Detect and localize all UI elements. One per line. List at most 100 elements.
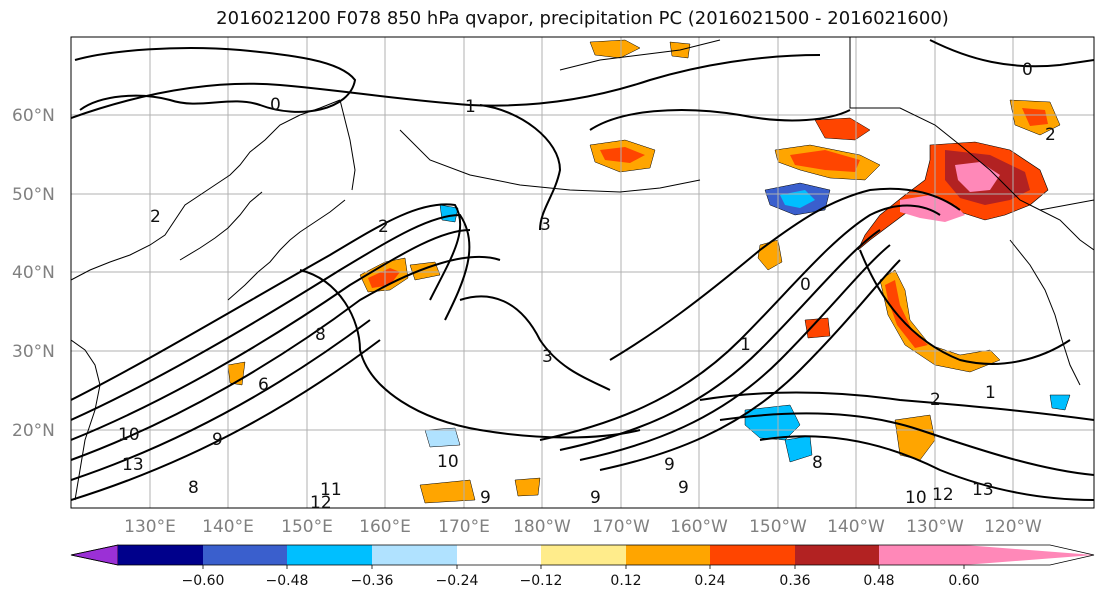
colorbar-tick-label: −0.48: [266, 573, 309, 589]
colorbar-tick-label: −0.12: [520, 573, 563, 589]
contour-line: [71, 229, 471, 441]
contour-label: 2: [1045, 125, 1056, 145]
colorbar-ticks: [202, 565, 965, 569]
longitude-labels: 130°E 140°E 150°E 160°E 170°E 180°W 170°…: [124, 517, 1042, 537]
japan-coastline: [227, 199, 346, 301]
contour-label: 2: [930, 390, 941, 410]
aleutian-islands: [399, 129, 701, 193]
contour-line: [699, 391, 1094, 421]
colorbar-segment: [118, 545, 203, 565]
contour-line: [74, 47, 357, 113]
lon-label: 120°W: [984, 517, 1042, 537]
contour-label: 10: [437, 452, 459, 472]
lat-label: 20°N: [12, 421, 55, 441]
border-line: [1039, 199, 1094, 211]
colorbar-tick-label: −0.36: [351, 573, 394, 589]
precip-positive-region: [368, 268, 400, 288]
contour-label: 2: [378, 217, 389, 237]
contour-line: [929, 39, 1094, 68]
contour-line: [71, 213, 471, 421]
contour-line: [459, 295, 611, 391]
contour-label: 11: [320, 480, 342, 500]
colorbar-segment: [541, 545, 626, 565]
plot-frame: [70, 36, 1095, 509]
contour-label: 2: [150, 207, 161, 227]
map-plot-area: [71, 37, 1094, 508]
contour-label: 13: [972, 480, 994, 500]
colorbar-segment: [710, 545, 795, 565]
korea-coastline: [179, 191, 263, 261]
colorbar-tick-label: −0.60: [182, 573, 225, 589]
lat-label: 50°N: [12, 185, 55, 205]
contour-label: 1: [465, 97, 476, 117]
lon-label: 160°W: [670, 517, 728, 537]
qvapor-contours: [71, 39, 1094, 501]
contour-label: 8: [315, 325, 326, 345]
lon-label: 180°W: [513, 517, 571, 537]
precip-positive-region: [879, 269, 1001, 373]
colorbar-tick-label: 0.60: [948, 573, 979, 589]
precip-positive-region: [790, 150, 860, 172]
lon-label: 130°E: [124, 517, 176, 537]
colorbar: −0.60 −0.48 −0.36 −0.24 −0.12 0.12 0.24 …: [70, 544, 1095, 589]
contour-line: [71, 256, 501, 461]
colorbar-tick-label: 0.36: [779, 573, 810, 589]
lon-label: 140°E: [202, 517, 254, 537]
precip-positive-region: [885, 280, 928, 348]
colorbar-tick-labels: −0.60 −0.48 −0.36 −0.24 −0.12 0.12 0.24 …: [182, 573, 980, 589]
lat-label: 40°N: [12, 263, 55, 283]
contour-line: [589, 109, 851, 131]
precip-negative-region: [784, 435, 813, 463]
lat-label: 60°N: [12, 106, 55, 126]
precip-extreme-positive: [900, 195, 965, 222]
lon-label: 150°W: [749, 517, 807, 537]
contour-label: 3: [542, 347, 553, 367]
lon-label: 150°E: [281, 517, 333, 537]
colorbar-tick-label: −0.24: [436, 573, 479, 589]
contour-line: [71, 54, 821, 119]
contour-label: 10: [905, 488, 927, 508]
contour-line: [71, 339, 381, 501]
contour-line: [479, 104, 562, 231]
colorbar-tick-label: 0.24: [694, 573, 725, 589]
contour-label: 12: [932, 485, 954, 505]
contour-label: 9: [678, 478, 689, 498]
colorbar-segment: [879, 545, 964, 565]
colorbar-extend-min: [70, 544, 119, 566]
contour-label: 9: [212, 430, 223, 450]
lon-label: 140°W: [827, 517, 885, 537]
map-title: 2016021200 F078 850 hPa qvapor, precipit…: [216, 8, 949, 29]
colorbar-segment: [457, 545, 541, 565]
contour-label: 9: [664, 455, 675, 475]
china-coastline: [71, 339, 101, 501]
lat-label: 30°N: [12, 342, 55, 362]
contour-line: [609, 187, 961, 361]
contour-line: [71, 319, 371, 481]
contour-label: 9: [480, 488, 491, 508]
contour-label: 6: [258, 375, 269, 395]
precip-positive-region: [600, 147, 645, 163]
contour-line: [299, 269, 641, 439]
contour-label: 8: [812, 453, 823, 473]
precip-negative-region: [1049, 394, 1071, 411]
contour-label: 0: [800, 275, 811, 295]
contour-label: 8: [188, 478, 199, 498]
contour-line: [539, 204, 941, 441]
siberia-coastline: [559, 39, 721, 71]
contour-line: [579, 244, 891, 461]
kamchatka-coastline: [339, 99, 356, 191]
precip-anomaly-fills: [227, 39, 1071, 504]
lon-label: 160°E: [359, 517, 411, 537]
precip-negative-region: [424, 427, 461, 448]
precip-positive-region: [589, 39, 641, 59]
contour-line: [71, 203, 462, 401]
coastlines: [71, 37, 1094, 501]
contour-label: 0: [1022, 60, 1033, 80]
contour-line: [759, 435, 1094, 501]
colorbar-tick-label: 0.12: [610, 573, 641, 589]
contour-labels: 0 1 2 3 2 6 8 9 10 11 12 13 10 9 8 9 3 2…: [118, 60, 1056, 513]
colorbar-segment: [287, 545, 372, 565]
colorbar-outline: [70, 544, 1095, 566]
contour-label: 1: [740, 335, 751, 355]
